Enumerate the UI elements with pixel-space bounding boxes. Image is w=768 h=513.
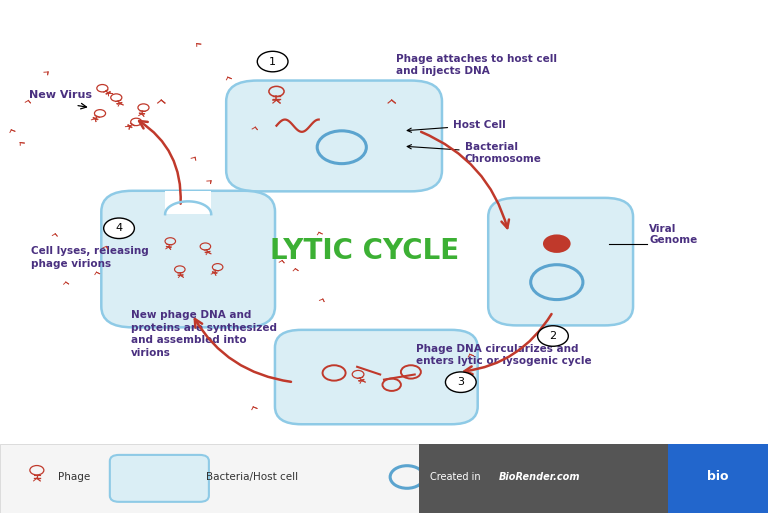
Text: BioRender.com: BioRender.com [499, 472, 581, 482]
Circle shape [600, 472, 614, 482]
Text: Host Cell: Host Cell [407, 120, 506, 132]
Text: New phage DNA and
proteins are synthesized
and assembled into
virions: New phage DNA and proteins are synthesiz… [131, 310, 276, 358]
Text: 4: 4 [115, 223, 123, 233]
Text: Bacterial
Chromosome: Bacterial Chromosome [407, 142, 541, 164]
Text: 3: 3 [457, 377, 465, 387]
Text: Cell lyses, releasing
phage virions: Cell lyses, releasing phage virions [31, 246, 148, 269]
Text: Bacteria/Host cell: Bacteria/Host cell [206, 472, 298, 482]
Text: Prophage: Prophage [634, 472, 683, 482]
Circle shape [543, 234, 571, 253]
Text: bio: bio [707, 470, 729, 483]
Text: Phage DNA circularizes and
enters lytic or lysogenic cycle: Phage DNA circularizes and enters lytic … [416, 344, 592, 366]
Text: Bacterial
chromosome: Bacterial chromosome [429, 461, 492, 482]
Text: Created in: Created in [430, 472, 484, 482]
Circle shape [104, 218, 134, 239]
Text: Viral
Genome: Viral Genome [650, 224, 697, 245]
Text: New Virus: New Virus [29, 90, 92, 100]
Bar [165, 191, 211, 214]
Circle shape [257, 51, 288, 72]
FancyBboxPatch shape [110, 455, 209, 502]
Text: LYTIC CYCLE: LYTIC CYCLE [270, 238, 459, 265]
Text: Phage attaches to host cell
and injects DNA: Phage attaches to host cell and injects … [396, 54, 557, 76]
FancyBboxPatch shape [101, 191, 275, 327]
Text: 2: 2 [549, 331, 557, 341]
FancyBboxPatch shape [275, 330, 478, 424]
Bar [419, 444, 768, 513]
FancyBboxPatch shape [488, 198, 633, 325]
Bar [0, 444, 768, 513]
Bar [668, 444, 768, 513]
Text: 1: 1 [269, 56, 276, 67]
Circle shape [445, 372, 476, 392]
Text: Phage: Phage [58, 472, 90, 482]
FancyBboxPatch shape [226, 81, 442, 191]
Circle shape [538, 326, 568, 346]
